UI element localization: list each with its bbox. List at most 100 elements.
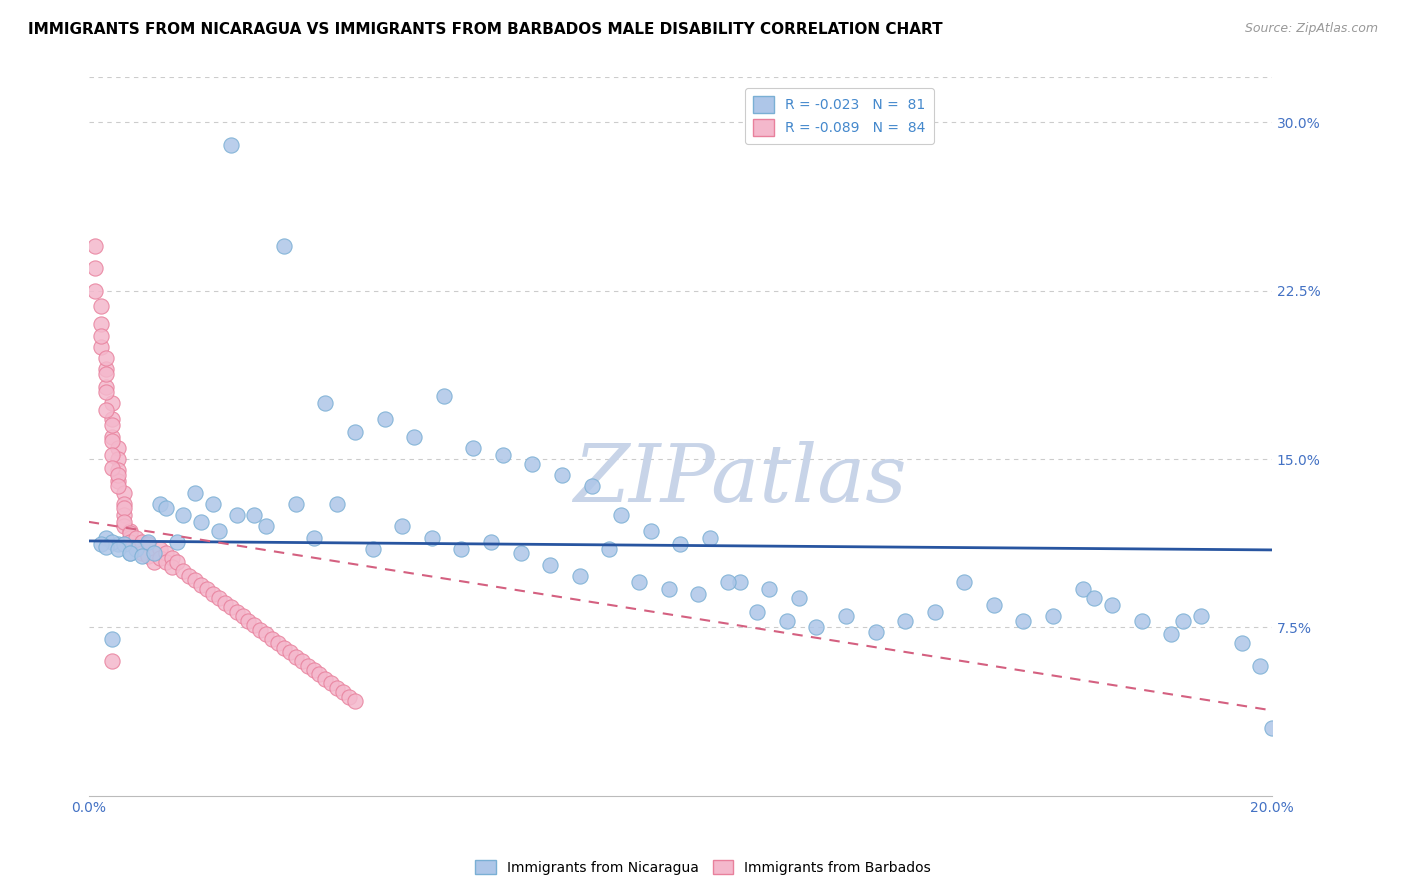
- Point: [538, 558, 561, 572]
- Point: [90, 318, 112, 332]
- Point: [284, 649, 307, 664]
- Point: [308, 667, 330, 681]
- Point: [243, 508, 266, 522]
- Point: [149, 550, 172, 565]
- Point: [463, 441, 485, 455]
- Point: [107, 441, 129, 455]
- Point: [142, 546, 165, 560]
- Point: [657, 582, 679, 597]
- Point: [581, 479, 603, 493]
- Point: [101, 535, 124, 549]
- Point: [758, 582, 780, 597]
- Point: [953, 575, 976, 590]
- Point: [404, 429, 426, 443]
- Point: [249, 623, 271, 637]
- Point: [101, 654, 124, 668]
- Point: [787, 591, 810, 606]
- Point: [101, 448, 124, 462]
- Point: [120, 531, 142, 545]
- Point: [225, 605, 247, 619]
- Point: [131, 535, 153, 549]
- Point: [166, 555, 188, 569]
- Point: [262, 632, 284, 646]
- Point: [96, 351, 118, 365]
- Point: [343, 694, 366, 708]
- Point: [120, 535, 142, 549]
- Point: [131, 546, 153, 560]
- Point: [83, 261, 105, 276]
- Point: [179, 568, 201, 582]
- Point: [267, 636, 290, 650]
- Point: [728, 575, 751, 590]
- Point: [96, 362, 118, 376]
- Point: [107, 463, 129, 477]
- Point: [190, 578, 212, 592]
- Point: [326, 497, 349, 511]
- Point: [120, 546, 142, 560]
- Point: [101, 396, 124, 410]
- Point: [107, 537, 129, 551]
- Point: [101, 461, 124, 475]
- Point: [391, 519, 413, 533]
- Point: [433, 389, 456, 403]
- Point: [688, 587, 710, 601]
- Point: [232, 609, 254, 624]
- Point: [90, 340, 112, 354]
- Point: [155, 555, 177, 569]
- Point: [112, 519, 135, 533]
- Point: [337, 690, 360, 704]
- Point: [1012, 614, 1035, 628]
- Point: [101, 434, 124, 448]
- Point: [201, 587, 224, 601]
- Point: [214, 596, 236, 610]
- Point: [136, 535, 159, 549]
- Legend: Immigrants from Nicaragua, Immigrants from Barbados: Immigrants from Nicaragua, Immigrants fr…: [470, 855, 936, 880]
- Point: [551, 467, 574, 482]
- Point: [254, 627, 277, 641]
- Point: [321, 676, 343, 690]
- Point: [314, 672, 336, 686]
- Point: [101, 418, 124, 433]
- Point: [107, 467, 129, 482]
- Point: [1101, 598, 1123, 612]
- Point: [1160, 627, 1182, 641]
- Point: [160, 550, 183, 565]
- Point: [332, 685, 354, 699]
- Text: IMMIGRANTS FROM NICARAGUA VS IMMIGRANTS FROM BARBADOS MALE DISABILITY CORRELATIO: IMMIGRANTS FROM NICARAGUA VS IMMIGRANTS …: [28, 22, 943, 37]
- Point: [160, 559, 183, 574]
- Point: [107, 452, 129, 467]
- Point: [172, 564, 194, 578]
- Point: [96, 384, 118, 399]
- Point: [479, 535, 502, 549]
- Point: [195, 582, 218, 597]
- Point: [155, 546, 177, 560]
- Point: [374, 411, 396, 425]
- Point: [254, 519, 277, 533]
- Point: [112, 537, 135, 551]
- Point: [568, 568, 591, 582]
- Point: [273, 239, 295, 253]
- Point: [112, 501, 135, 516]
- Point: [190, 515, 212, 529]
- Point: [278, 645, 301, 659]
- Point: [747, 605, 769, 619]
- Point: [136, 549, 159, 563]
- Point: [302, 663, 325, 677]
- Point: [627, 575, 650, 590]
- Point: [166, 535, 188, 549]
- Point: [297, 658, 319, 673]
- Point: [598, 541, 620, 556]
- Point: [208, 524, 231, 538]
- Point: [120, 526, 142, 541]
- Point: [717, 575, 740, 590]
- Point: [806, 620, 828, 634]
- Point: [1173, 614, 1195, 628]
- Point: [125, 541, 148, 556]
- Point: [343, 425, 366, 439]
- Point: [120, 537, 142, 551]
- Point: [835, 609, 858, 624]
- Point: [120, 524, 142, 538]
- Point: [1042, 609, 1064, 624]
- Point: [361, 541, 384, 556]
- Point: [125, 531, 148, 545]
